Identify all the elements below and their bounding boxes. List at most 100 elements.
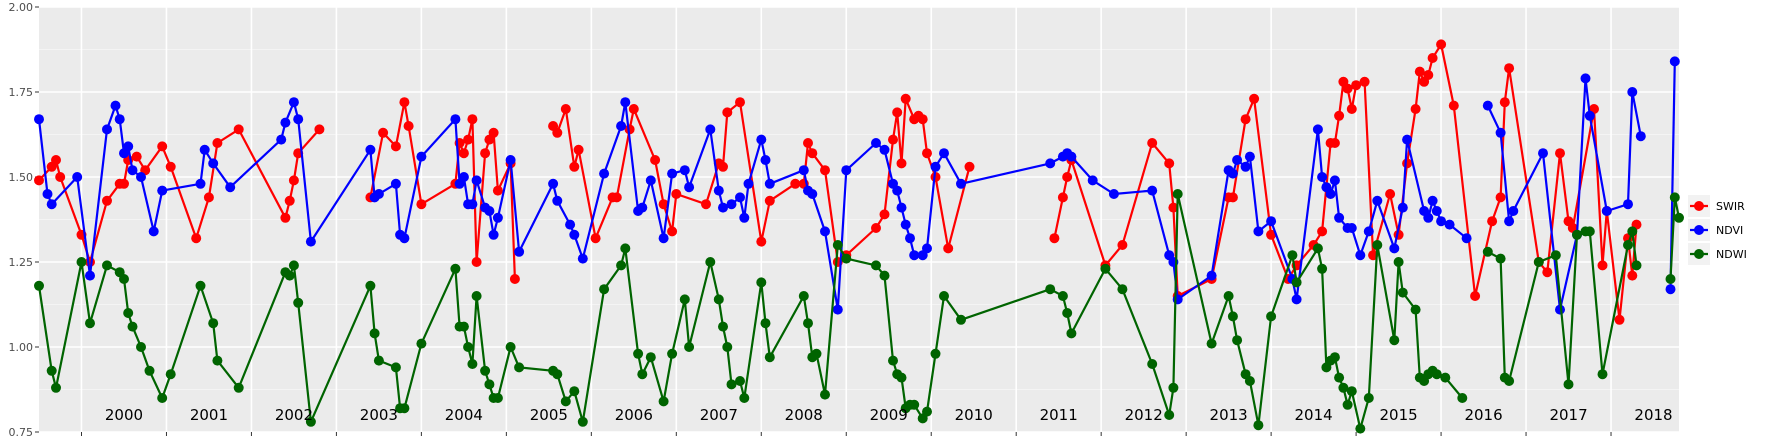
data-point — [373, 189, 384, 199]
y-tick-label: 2.00 — [9, 1, 34, 14]
data-point — [1359, 76, 1370, 87]
data-point — [841, 253, 852, 264]
data-point — [1397, 202, 1408, 213]
data-point — [892, 107, 903, 118]
data-point — [293, 297, 304, 308]
year-label: 2012 — [1125, 406, 1163, 424]
data-point — [471, 291, 482, 301]
data-point — [807, 189, 818, 199]
data-point — [1147, 359, 1158, 369]
data-point — [1389, 243, 1400, 254]
data-point — [1431, 369, 1442, 380]
data-point — [560, 396, 571, 407]
data-point — [718, 202, 728, 213]
data-point — [735, 97, 745, 108]
data-point — [909, 399, 920, 410]
data-point — [119, 178, 129, 189]
data-point — [879, 144, 890, 155]
data-point — [930, 161, 941, 172]
data-point — [811, 348, 822, 359]
data-point — [1427, 195, 1438, 206]
year-label: 2010 — [955, 406, 993, 424]
data-point — [756, 277, 767, 288]
data-point — [896, 372, 907, 383]
data-point — [1623, 240, 1633, 250]
data-point — [667, 168, 678, 179]
data-point — [471, 175, 482, 186]
data-point — [722, 342, 733, 352]
data-point — [573, 144, 584, 155]
data-point — [471, 257, 482, 267]
data-point — [1669, 192, 1680, 203]
data-point — [760, 318, 771, 329]
data-point — [390, 141, 401, 152]
data-point — [51, 382, 61, 393]
data-point — [1423, 70, 1434, 80]
data-point — [1563, 379, 1574, 390]
data-point — [1223, 291, 1234, 301]
data-point — [1393, 257, 1404, 267]
data-point — [1457, 393, 1468, 403]
data-point — [369, 328, 380, 339]
data-point — [119, 274, 129, 284]
data-point — [1057, 192, 1068, 203]
data-point — [1635, 131, 1646, 142]
data-point — [735, 376, 745, 386]
data-point — [1623, 199, 1633, 210]
data-point — [1147, 138, 1158, 148]
data-point — [1504, 63, 1515, 74]
data-point — [1363, 393, 1374, 403]
year-label-layer: 2000 2001 2002 2003 2004 2005 2006 2007 2008 2009… — [105, 406, 1673, 424]
data-point — [1329, 352, 1340, 363]
data-point — [233, 382, 244, 393]
data-point — [208, 158, 219, 169]
data-point — [1232, 155, 1243, 165]
data-point — [505, 155, 516, 165]
data-point — [1431, 206, 1442, 216]
data-point — [569, 161, 580, 172]
data-point — [713, 185, 724, 196]
year-label: 2015 — [1379, 406, 1417, 424]
year-label: 2009 — [870, 406, 908, 424]
data-point — [764, 352, 775, 363]
year-label: 2013 — [1210, 406, 1248, 424]
data-point — [458, 321, 469, 332]
data-point — [599, 168, 610, 179]
data-point — [1317, 263, 1328, 274]
legend-key-marker — [1694, 225, 1704, 235]
data-point — [1346, 386, 1357, 397]
data-point — [616, 121, 627, 131]
data-point — [1049, 233, 1060, 244]
data-point — [1045, 284, 1056, 295]
data-point — [1206, 270, 1217, 281]
data-point — [645, 352, 656, 363]
data-point — [1440, 372, 1451, 383]
series-ndvi — [34, 56, 1680, 315]
data-point — [463, 342, 474, 352]
data-point — [280, 117, 291, 128]
data-point — [1342, 399, 1353, 410]
data-point — [599, 284, 610, 295]
data-point — [1342, 83, 1353, 94]
data-point — [1346, 223, 1357, 233]
data-point — [896, 158, 907, 169]
data-point — [390, 178, 401, 189]
data-point — [1164, 410, 1175, 420]
data-point — [1147, 185, 1158, 196]
data-point — [611, 192, 622, 203]
year-label: 2008 — [785, 406, 823, 424]
data-point — [645, 175, 656, 186]
data-point — [1117, 284, 1128, 295]
data-point — [671, 189, 682, 199]
data-point — [1168, 382, 1179, 393]
data-point — [157, 185, 168, 196]
data-point — [1504, 216, 1515, 227]
data-point — [1572, 229, 1582, 240]
data-point — [123, 308, 134, 318]
data-point — [416, 338, 427, 349]
data-point — [922, 243, 932, 254]
data-point — [705, 124, 716, 135]
data-point — [34, 114, 44, 125]
data-point — [620, 97, 631, 108]
data-point — [803, 318, 813, 329]
